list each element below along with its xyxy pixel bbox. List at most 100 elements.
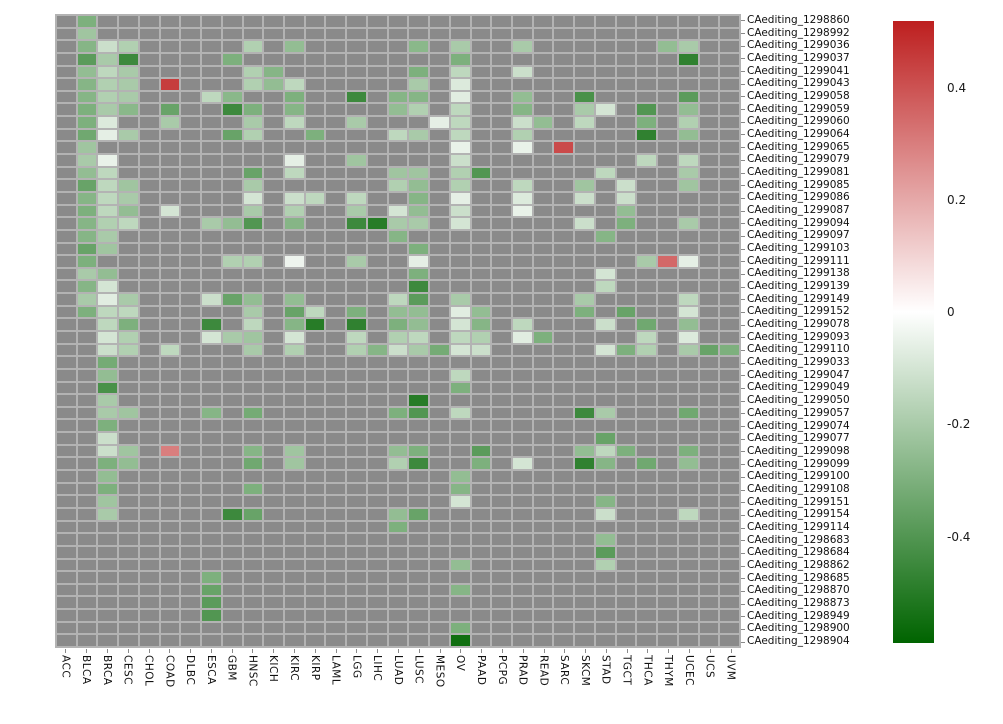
heatmap-cell: [658, 369, 677, 381]
heatmap-cell: [77, 534, 97, 545]
heatmap-cell: [554, 281, 574, 293]
heatmap-cell: [492, 129, 511, 141]
heatmap-cell: [284, 458, 304, 470]
heatmap-cell: [492, 407, 511, 419]
heatmap-cell: [57, 572, 76, 583]
heatmap-cell: [492, 230, 511, 242]
heatmap-cell: [57, 129, 76, 141]
heatmap-cell: [347, 635, 366, 646]
row-label: CAediting_1298949: [747, 609, 850, 622]
heatmap-cell: [77, 192, 97, 204]
heatmap-cell: [388, 433, 408, 444]
heatmap-cell: [264, 167, 283, 179]
heatmap-cell: [699, 117, 719, 128]
heatmap-cell: [720, 155, 739, 166]
heatmap-cell: [326, 420, 346, 432]
heatmap-cell: [554, 41, 574, 52]
heatmap-cell: [678, 496, 698, 507]
row-label: CAediting_1298873: [747, 596, 850, 609]
heatmap-cell: [181, 496, 201, 507]
heatmap-cell: [409, 129, 429, 141]
heatmap-cell: [347, 445, 366, 457]
heatmap-cell: [533, 584, 553, 596]
heatmap-cell: [243, 332, 263, 343]
heatmap-cell: [347, 243, 366, 255]
heatmap-cell: [367, 205, 387, 217]
heatmap-cell: [77, 243, 97, 255]
heatmap-cell: [98, 155, 118, 166]
heatmap-cell: [575, 79, 594, 90]
heatmap-cell: [347, 382, 366, 394]
heatmap-cell: [388, 218, 408, 229]
heatmap-cell: [284, 218, 304, 229]
heatmap-cell: [57, 230, 76, 242]
y-tick: [741, 641, 745, 643]
heatmap-cell: [533, 192, 553, 204]
heatmap-cell: [347, 496, 366, 507]
heatmap-cell: [305, 117, 325, 128]
heatmap-cell: [243, 205, 263, 217]
heatmap-cell: [533, 41, 553, 52]
heatmap-cell: [367, 597, 387, 609]
heatmap-cell: [160, 635, 180, 646]
heatmap-cell: [637, 496, 657, 507]
heatmap-cell: [160, 256, 180, 267]
heatmap-cell: [181, 167, 201, 179]
heatmap-cell: [471, 382, 491, 394]
heatmap-cell: [305, 546, 325, 558]
heatmap-cell: [139, 28, 159, 40]
heatmap-cell: [699, 357, 719, 368]
row-label: CAediting_1299060: [747, 115, 850, 128]
heatmap-cell: [243, 597, 263, 609]
x-tick: [605, 649, 607, 653]
heatmap-cell: [575, 256, 594, 267]
col-label: BLCA: [76, 655, 97, 688]
heatmap-cell: [181, 332, 201, 343]
heatmap-cell: [305, 243, 325, 255]
heatmap-cell: [264, 458, 283, 470]
heatmap-cell: [678, 635, 698, 646]
heatmap-cell: [202, 382, 221, 394]
heatmap-cell: [678, 79, 698, 90]
heatmap-cell: [616, 104, 636, 116]
heatmap-cell: [243, 382, 263, 394]
heatmap-cell: [409, 622, 429, 634]
heatmap-cell: [305, 268, 325, 280]
heatmap-cell: [637, 610, 657, 621]
heatmap-cell: [160, 41, 180, 52]
heatmap-cell: [616, 508, 636, 520]
heatmap-cell: [616, 218, 636, 229]
heatmap-cell: [658, 597, 677, 609]
y-tick: [741, 121, 745, 123]
heatmap-cell: [554, 420, 574, 432]
heatmap-cell: [305, 369, 325, 381]
heatmap-cell: [264, 584, 283, 596]
heatmap-cell: [678, 534, 698, 545]
heatmap-cell: [658, 294, 677, 305]
heatmap-cell: [347, 205, 366, 217]
heatmap-cell: [450, 546, 470, 558]
heatmap-cell: [284, 243, 304, 255]
heatmap-cell: [450, 294, 470, 305]
heatmap-cell: [98, 559, 118, 571]
heatmap-cell: [450, 16, 470, 27]
heatmap-cell: [243, 16, 263, 27]
heatmap-cell: [77, 635, 97, 646]
heatmap-cell: [57, 281, 76, 293]
heatmap-cell: [264, 319, 283, 330]
heatmap-cell: [305, 584, 325, 596]
col-label: OV: [450, 655, 471, 688]
heatmap-cell: [616, 420, 636, 432]
heatmap-cell: [575, 142, 594, 154]
heatmap-cell: [222, 41, 242, 52]
heatmap-cell: [284, 407, 304, 419]
col-label: PCPG: [491, 655, 512, 688]
heatmap-cell: [347, 471, 366, 482]
heatmap-cell: [450, 584, 470, 596]
heatmap-cell: [347, 357, 366, 368]
heatmap-cell: [658, 28, 677, 40]
heatmap-cell: [305, 357, 325, 368]
heatmap-cell: [347, 369, 366, 381]
heatmap-cell: [595, 344, 615, 356]
heatmap-cell: [119, 218, 138, 229]
